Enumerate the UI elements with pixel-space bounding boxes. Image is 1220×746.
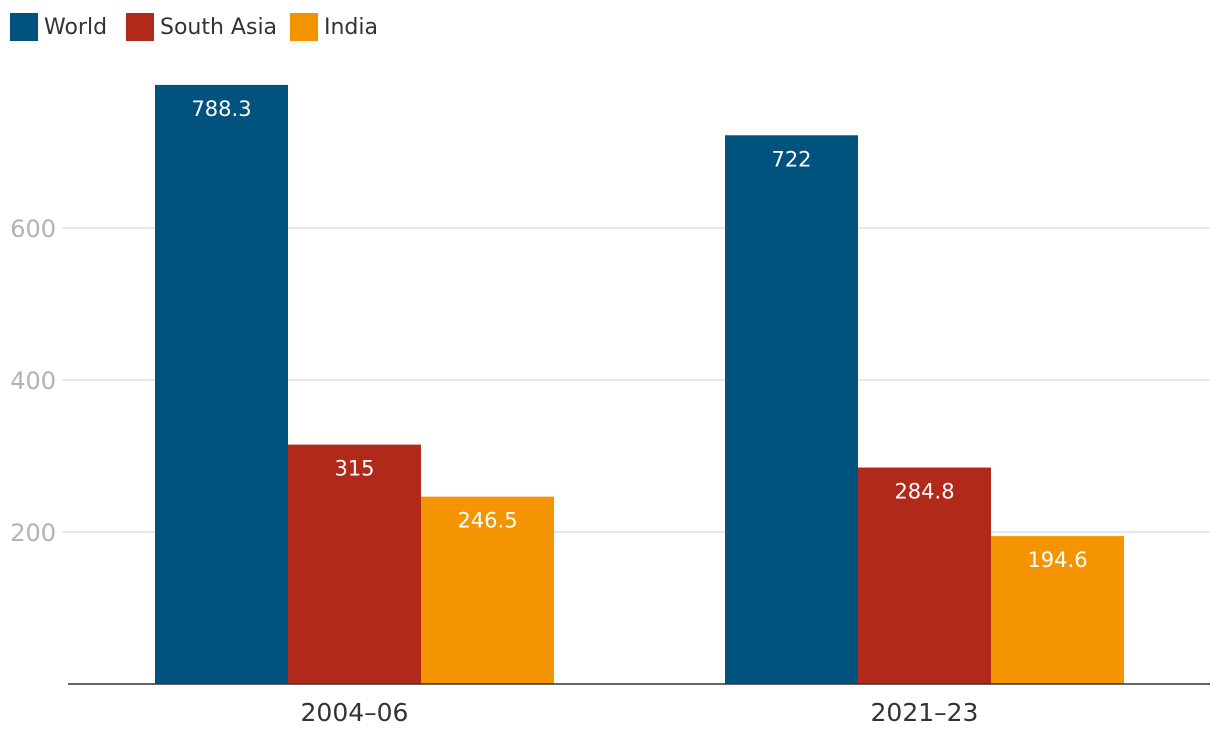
data-label-india-2004-06: 246.5	[457, 509, 517, 533]
data-label-south-asia-2004-06: 315	[334, 457, 374, 481]
bar-india-2004-06	[421, 496, 554, 684]
data-label-world-2021-23: 722	[771, 147, 811, 171]
legend-swatch-world	[10, 13, 38, 41]
data-label-world-2004-06: 788.3	[191, 97, 251, 121]
legend-swatch-south-asia	[126, 13, 154, 41]
bar-world-2004-06	[155, 84, 288, 685]
data-label-south-asia-2021-23: 284.8	[894, 480, 954, 504]
bar-south-asia-2004-06	[288, 444, 421, 684]
legend-label-india: India	[324, 15, 378, 40]
y-axis: 200 400 600	[10, 215, 56, 547]
bar-india-2021-23	[991, 536, 1124, 684]
legend-item-south-asia: South Asia	[126, 13, 277, 41]
legend-item-india: India	[290, 13, 378, 41]
data-labels: 788.3 315 246.5 722 284.8 194.6	[191, 97, 1087, 572]
legend-item-world: World	[10, 13, 107, 41]
data-label-india-2021-23: 194.6	[1027, 548, 1087, 572]
bar-world-2021-23	[725, 135, 858, 684]
y-tick-label: 400	[10, 367, 56, 395]
legend: World South Asia India	[10, 13, 378, 41]
legend-label-south-asia: South Asia	[160, 15, 277, 40]
y-tick-label: 600	[10, 215, 56, 243]
y-tick-label: 200	[10, 519, 56, 547]
bars	[155, 84, 1124, 685]
bar-south-asia-2021-23	[858, 467, 991, 684]
legend-label-world: World	[44, 15, 107, 40]
x-tick-label: 2004–06	[301, 698, 409, 727]
legend-swatch-india	[290, 13, 318, 41]
x-axis: 2004–06 2021–23	[301, 698, 979, 727]
x-tick-label: 2021–23	[871, 698, 979, 727]
